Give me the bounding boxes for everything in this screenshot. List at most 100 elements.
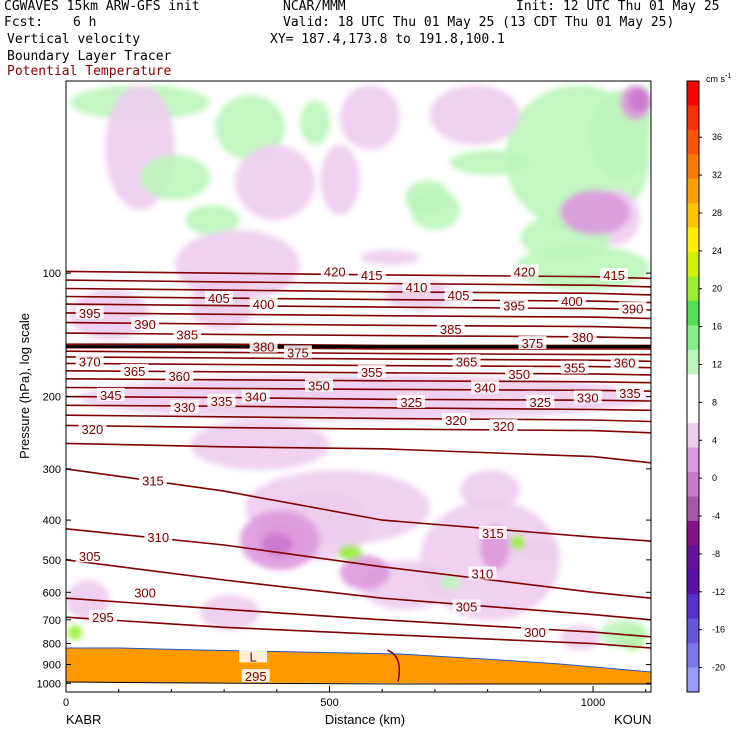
terrain-line — [66, 681, 651, 685]
y-tick-label: 600 — [43, 587, 61, 599]
contour-label: 340 — [474, 380, 496, 395]
contour-label: 390 — [622, 302, 644, 317]
colorbar-frame — [686, 80, 700, 693]
contour-label-bg — [470, 380, 499, 394]
theta-contour-345 — [66, 386, 651, 392]
contour-label-bg — [207, 394, 236, 408]
y-tick-label: 100 — [43, 268, 61, 280]
contour-label-bg — [357, 267, 386, 281]
contour-label-bg — [560, 360, 589, 374]
colorbar-swatch — [687, 178, 699, 204]
vertical-velocity-cell — [338, 545, 362, 560]
contour-label-bg — [75, 354, 104, 368]
colorbar-swatch — [687, 276, 699, 302]
colorbar-label: -4 — [712, 511, 720, 521]
colorbar-label: 24 — [712, 246, 722, 256]
contour-label: 310 — [471, 567, 493, 582]
colorbar-swatch — [687, 105, 699, 131]
endpoint-right: KOUN — [614, 712, 652, 727]
contour-labels: 420 415 410 420 415 405 400 405 395 400 390 395 390 3… — [75, 264, 647, 684]
forecast-hours: 6 h — [73, 15, 97, 30]
vertical-velocity-cell — [262, 533, 292, 555]
theta-contour-415 — [66, 279, 651, 288]
contour-label: 350 — [508, 367, 530, 382]
contour-label-bg — [526, 394, 555, 408]
contour-label: 375 — [287, 345, 309, 360]
contour-label-bg — [120, 363, 149, 377]
vertical-velocity-cell — [68, 625, 82, 640]
contour-label: 400 — [561, 294, 583, 309]
contour-label: 400 — [253, 297, 275, 312]
contour-label-bg — [165, 368, 194, 382]
theta-contour-340 — [66, 395, 651, 402]
colorbar-swatch — [687, 129, 699, 155]
colorbar-swatch — [687, 325, 699, 351]
theta-contour-400 — [66, 303, 651, 311]
contour-label-bg — [249, 297, 278, 311]
colorbar-swatch — [687, 447, 699, 473]
contour-label-bg — [75, 549, 104, 563]
y-tick-label: 400 — [43, 515, 61, 527]
contour-label: 395 — [503, 299, 525, 314]
vertical-velocity-cell — [560, 190, 630, 235]
contour-label-bg — [442, 412, 470, 426]
theta-contour-315 — [66, 468, 651, 542]
contour-label: 305 — [79, 549, 101, 564]
contour-label-bg — [618, 301, 647, 315]
colorbar-swatch — [687, 374, 699, 400]
contour-label: 395 — [79, 306, 101, 321]
vertical-velocity-cell — [405, 180, 450, 215]
model-title: CGWAVES 15km ARW-GFS init — [4, 0, 200, 14]
colorbar-swatch — [687, 252, 699, 278]
y-tick-label: 800 — [43, 639, 61, 651]
vertical-velocity-cell — [200, 595, 260, 630]
contour-label-bg — [241, 669, 270, 683]
contour-label-bg — [283, 345, 312, 359]
contour-label-bg — [499, 298, 528, 312]
colorbar-swatch — [687, 227, 699, 253]
contour-label: 340 — [245, 390, 267, 405]
y-tick-label: 1000 — [37, 678, 61, 690]
field-vertical-velocity: Vertical velocity — [7, 32, 141, 47]
contour-label: 305 — [456, 600, 478, 615]
contour-label: 325 — [400, 395, 422, 410]
colorbar-swatch — [687, 545, 699, 571]
contour-label-bg — [518, 335, 547, 349]
contour-label: 385 — [440, 322, 462, 337]
colorbar-swatch — [687, 154, 699, 180]
contour-label: 300 — [524, 625, 546, 640]
y-tick-label: 500 — [43, 555, 61, 567]
theta-contour-385 — [66, 332, 651, 339]
contour-label-bg — [489, 419, 518, 433]
colorbar-label: 16 — [712, 322, 722, 332]
contour-label-bg — [402, 279, 431, 293]
contour-label-bg — [131, 585, 160, 599]
theta-contour-300 — [66, 597, 651, 638]
contour-label: 420 — [324, 264, 346, 279]
contour-label-bg — [615, 386, 644, 400]
theta-contour-410 — [66, 287, 651, 296]
contour-label: 320 — [445, 413, 467, 428]
endpoint-left: KABR — [66, 712, 101, 727]
colorbar-label: -16 — [712, 625, 725, 635]
contour-label: 325 — [529, 395, 551, 410]
contour-label-bg — [138, 473, 167, 487]
colorbar-label: 8 — [712, 397, 717, 407]
vertical-velocity-cell — [360, 250, 420, 265]
colorbar-swatch — [687, 594, 699, 620]
contour-label-bg — [239, 649, 268, 663]
contour-label: 380 — [253, 340, 275, 355]
theta-contour-370 — [66, 350, 651, 356]
colorbar-swatch — [687, 349, 699, 375]
forecast-label: Fcst: — [4, 15, 44, 30]
contour-label: 380 — [572, 330, 594, 345]
theta-contour-405 — [66, 295, 651, 304]
theta-contour-395 — [66, 312, 651, 320]
vertical-velocity-cell — [235, 145, 315, 220]
theta-contour-320 — [66, 442, 651, 464]
x-tick-label: 500 — [320, 697, 338, 709]
contour-label: 350 — [308, 379, 330, 394]
contour-label: 335 — [211, 394, 233, 409]
xy-endpoints: XY= 187.4,173.8 to 191.8,100.1 — [270, 32, 505, 47]
